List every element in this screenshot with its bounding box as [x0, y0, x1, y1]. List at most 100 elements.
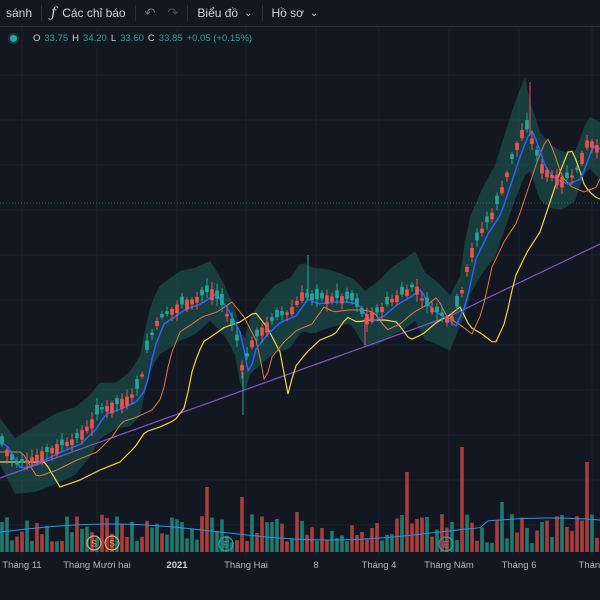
volume-bar [125, 536, 129, 552]
candle-body [40, 451, 44, 463]
candle-body [0, 436, 4, 444]
candle-body [60, 439, 64, 446]
volume-bar [370, 528, 374, 552]
volume-bar [10, 540, 14, 552]
candle-body [155, 320, 159, 327]
volume-bar [360, 531, 364, 552]
candle-body [575, 167, 579, 170]
candle-body [500, 187, 504, 194]
event-marker-label: E [223, 540, 229, 550]
candle-body [525, 120, 529, 130]
candle-body [45, 447, 49, 452]
volume-bar [45, 525, 49, 552]
volume-bar [225, 535, 229, 552]
volume-bar [255, 532, 259, 552]
candle-body [345, 291, 349, 300]
event-marker[interactable] [218, 536, 234, 552]
volume-bar [505, 538, 509, 552]
event-marker[interactable] [86, 535, 102, 551]
volume-bar [5, 517, 9, 552]
x-tick-label: Tháng Hai [224, 560, 268, 571]
profile-menu-button[interactable]: Hồ sơ ⌄ [266, 0, 325, 26]
volume-bar [260, 516, 264, 552]
candle-body [190, 299, 194, 305]
volume-bar [415, 518, 419, 552]
event-marker[interactable] [438, 536, 454, 552]
candle-body [195, 297, 199, 303]
candle-body [425, 297, 429, 307]
volume-bar [570, 530, 574, 552]
candle-body [110, 402, 114, 414]
volume-ma-line [0, 517, 600, 541]
volume-bar [565, 526, 569, 552]
volume-bar [275, 518, 279, 552]
candle-body [485, 216, 489, 223]
volume-bar [345, 541, 349, 552]
volume-bar [385, 534, 389, 552]
volume-bar [515, 532, 519, 552]
volume-bar [50, 541, 54, 552]
close-value: 33.85 [158, 33, 183, 44]
volume-bar [400, 515, 404, 552]
undo-button[interactable]: ↶ [139, 0, 162, 26]
time-axis[interactable]: Tháng 11 Tháng Mười hai 2021 Tháng Hai 8… [0, 556, 600, 576]
x-tick-label: 2021 [166, 560, 188, 571]
volume-bar [150, 527, 154, 552]
x-tick-label: Tháng 11 [2, 560, 42, 571]
x-tick-label: Tháng [578, 560, 600, 571]
ma-long-line [0, 243, 600, 479]
candle-body [50, 447, 54, 454]
candle-body [280, 310, 284, 316]
candle-body [495, 195, 499, 204]
indicators-button[interactable]: ƒ Các chỉ báo [45, 0, 132, 26]
candle-body [480, 228, 484, 233]
volume-bar [30, 540, 34, 552]
low-value: 33.60 [120, 33, 144, 44]
event-marker-label: E [443, 540, 449, 550]
candle-body [330, 296, 334, 302]
candle-body [390, 298, 394, 303]
volume-bar [590, 514, 594, 552]
candle-body [90, 419, 94, 429]
candle-body [530, 138, 534, 144]
volume-bar [435, 529, 439, 552]
chart-menu-label: Biểu đồ [197, 6, 239, 20]
volume-bar [75, 516, 79, 552]
chart-menu-button[interactable]: Biểu đồ ⌄ [191, 0, 258, 26]
volume-bar [420, 517, 424, 552]
candle-body [30, 457, 34, 464]
volume-bar [60, 540, 64, 552]
volume-bar [460, 447, 464, 552]
candle-body [400, 286, 404, 295]
candle-body [405, 289, 409, 296]
event-marker[interactable] [104, 535, 120, 551]
compare-button[interactable]: sánh [0, 0, 38, 26]
volume-bar [585, 462, 589, 552]
candle-body [455, 296, 459, 307]
volume-bar [500, 502, 504, 552]
candle-body [140, 374, 144, 377]
volume-bar [295, 512, 299, 552]
volume-bar [300, 520, 304, 552]
volume-bar [220, 519, 224, 552]
status-dot-icon[interactable] [10, 35, 17, 42]
volume-bar [205, 487, 209, 552]
candle-body [185, 299, 189, 310]
ma-slow-line [0, 150, 600, 488]
volume-bar [445, 527, 449, 552]
candle-body [515, 142, 519, 150]
candle-body [5, 449, 9, 457]
undo-icon: ↶ [144, 5, 156, 20]
candle-body [310, 293, 314, 300]
volume-bar [210, 517, 214, 552]
volume-bar [350, 525, 354, 552]
candle-body [290, 307, 294, 315]
candle-body [105, 406, 109, 412]
candle-body [450, 316, 454, 321]
volume-bar [495, 520, 499, 552]
high-key: H [72, 33, 80, 44]
redo-button[interactable]: ↷ [162, 0, 185, 26]
candle-body [305, 292, 309, 298]
candle-body [460, 290, 464, 294]
